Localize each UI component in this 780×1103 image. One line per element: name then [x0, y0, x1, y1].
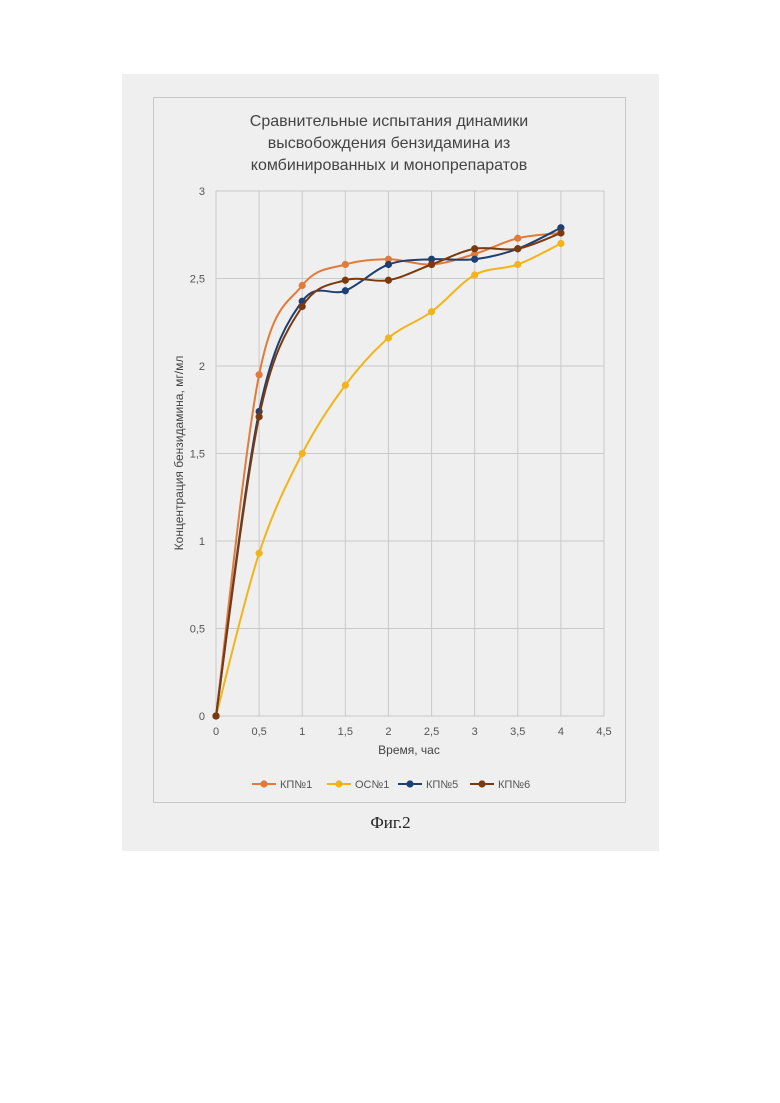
data-point: [342, 382, 349, 389]
chart-title: Сравнительные испытания динамики высвобо…: [250, 113, 528, 174]
chart-title-line-3: комбинированных и монопрепаратов: [251, 157, 527, 174]
legend-swatch-marker: [478, 780, 485, 787]
y-tick-label: 3: [199, 186, 205, 198]
data-point: [471, 256, 478, 263]
legend-item: КП№1: [252, 779, 312, 791]
y-tick-label: 1: [199, 536, 205, 548]
data-point: [471, 245, 478, 252]
data-point: [299, 282, 306, 289]
x-tick-label: 4,5: [596, 726, 611, 738]
figure-caption: Фиг.2: [122, 813, 659, 833]
data-point: [342, 261, 349, 268]
x-tick-label: 3,5: [510, 726, 525, 738]
x-tick-label: 1,5: [338, 726, 353, 738]
data-point: [299, 303, 306, 310]
legend-item: ОС№1: [327, 779, 389, 791]
data-point: [256, 413, 263, 420]
legend-swatch-marker: [406, 780, 413, 787]
data-point: [428, 261, 435, 268]
data-point: [256, 371, 263, 378]
x-axis-title: Время, час: [378, 743, 440, 757]
chart-title-line-1: Сравнительные испытания динамики: [250, 113, 528, 130]
data-point: [514, 245, 521, 252]
data-point: [557, 240, 564, 247]
legend-label: КП№1: [280, 779, 312, 791]
data-point: [514, 235, 521, 242]
legend: КП№1 ОС№1 КП№5 КП№6: [252, 779, 530, 791]
legend-label: КП№5: [426, 779, 458, 791]
y-axis-ticks: 0 0,5 1 1,5 2 2,5 3: [190, 186, 205, 723]
data-point: [514, 261, 521, 268]
y-tick-label: 0,5: [190, 624, 205, 636]
x-tick-label: 4: [558, 726, 564, 738]
legend-label: ОС№1: [355, 779, 389, 791]
x-tick-label: 0,5: [251, 726, 266, 738]
x-axis-ticks: 0 0,5 1 1,5 2 2,5 3 3,5 4 4,5: [213, 726, 612, 738]
legend-item: КП№5: [398, 779, 458, 791]
data-point: [212, 712, 219, 719]
y-tick-label: 0: [199, 711, 205, 723]
data-point: [385, 261, 392, 268]
x-tick-label: 2: [385, 726, 391, 738]
x-tick-label: 1: [299, 726, 305, 738]
legend-swatch-marker: [260, 780, 267, 787]
data-point: [471, 271, 478, 278]
legend-swatch-marker: [335, 780, 342, 787]
y-tick-label: 2: [199, 361, 205, 373]
grid: [216, 191, 604, 716]
data-point: [256, 550, 263, 557]
chart-title-line-2: высвобождения бензидамина из: [268, 135, 511, 152]
data-point: [342, 287, 349, 294]
data-point: [557, 229, 564, 236]
legend-label: КП№6: [498, 779, 530, 791]
x-tick-label: 0: [213, 726, 219, 738]
y-tick-label: 1,5: [190, 449, 205, 461]
y-tick-label: 2,5: [190, 274, 205, 286]
data-point: [385, 334, 392, 341]
data-point: [299, 450, 306, 457]
data-point: [428, 308, 435, 315]
legend-item: КП№6: [470, 779, 530, 791]
data-point: [385, 277, 392, 284]
data-point: [342, 277, 349, 284]
y-axis-title: Концентрация бензидамина, мг/мл: [172, 356, 186, 551]
x-tick-label: 2,5: [424, 726, 439, 738]
x-tick-label: 3: [472, 726, 478, 738]
